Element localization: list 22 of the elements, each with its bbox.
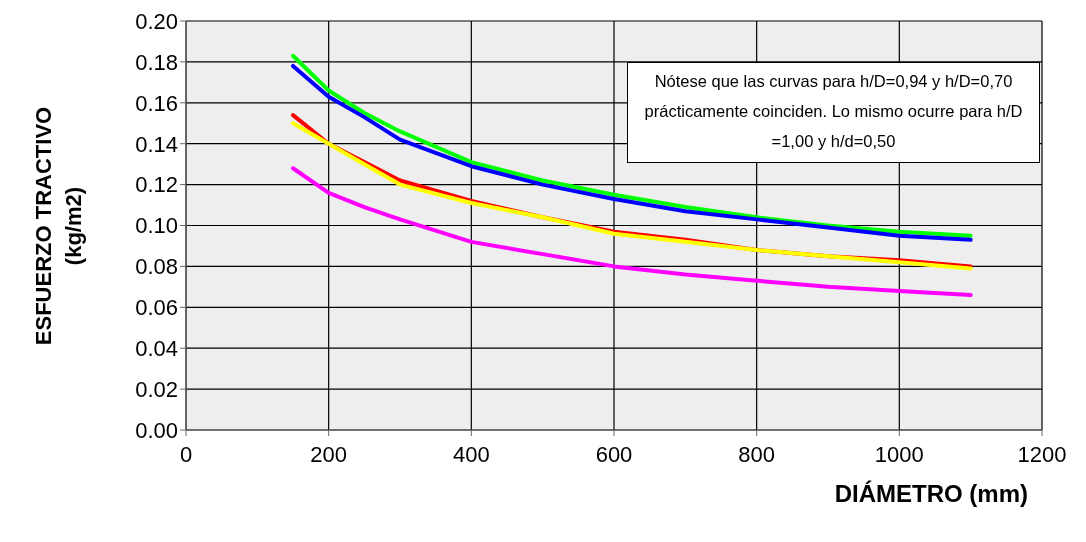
line-series [291,166,973,298]
y-tick-label: 0.04 [135,336,178,362]
x-tick-label: 1000 [874,441,924,467]
y-tick-label: 0.20 [135,8,178,34]
y-tick-label: 0.16 [135,90,178,116]
annotation: Nótese que las curvas para h/D=0,94 y h/D=0,70 prácticamente coinciden. Lo mismo ocurre para h/D =1,00 y h/d=0,50 [643,71,1024,152]
y-tick-label: 0.18 [135,49,178,75]
y-tick-label: 0.08 [135,254,178,280]
x-tick-label: 0 [179,441,193,467]
x-tick-label: 400 [452,441,490,467]
y-tick-label: 0.06 [135,295,178,321]
x-axis-title: DIÁMETRO (mm) [834,480,1028,508]
y-tick-label: 0.10 [135,213,178,239]
y-tick-label: 0.14 [135,131,178,157]
y-axis-title: ESFUERZO TRACTIVO (kg/m2) [30,106,87,345]
y-tick-label: 0.02 [135,376,178,402]
x-tick-label: 800 [738,441,776,467]
x-tick-label: 200 [310,441,348,467]
y-tick-label: 0.12 [135,172,178,198]
y-tick-label: 0.00 [135,417,178,443]
x-tick-label: 1200 [1017,441,1067,467]
x-tick-label: 600 [595,441,633,467]
